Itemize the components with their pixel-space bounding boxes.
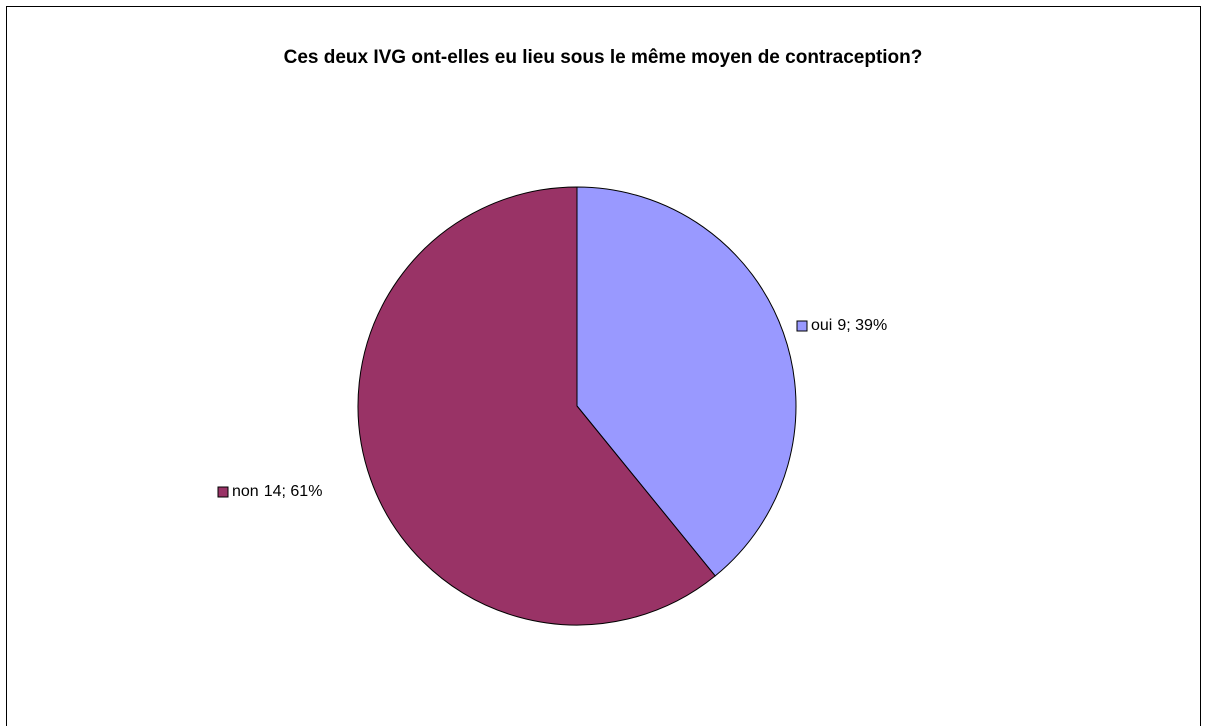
pie-slice <box>576 186 797 577</box>
chart-title: Ces deux IVG ont-elles eu lieu sous le m… <box>284 47 923 68</box>
legend-key <box>217 486 229 498</box>
category-label: oui <box>811 317 832 334</box>
pie-slice <box>357 186 716 626</box>
category-label: non <box>232 483 259 500</box>
value-label: 14; 61% <box>264 483 323 500</box>
data-label: non 14; 61% <box>232 483 322 500</box>
legend-key <box>796 320 808 332</box>
value-label: 9; 39% <box>837 317 887 334</box>
data-label: oui 9; 39% <box>811 317 887 334</box>
